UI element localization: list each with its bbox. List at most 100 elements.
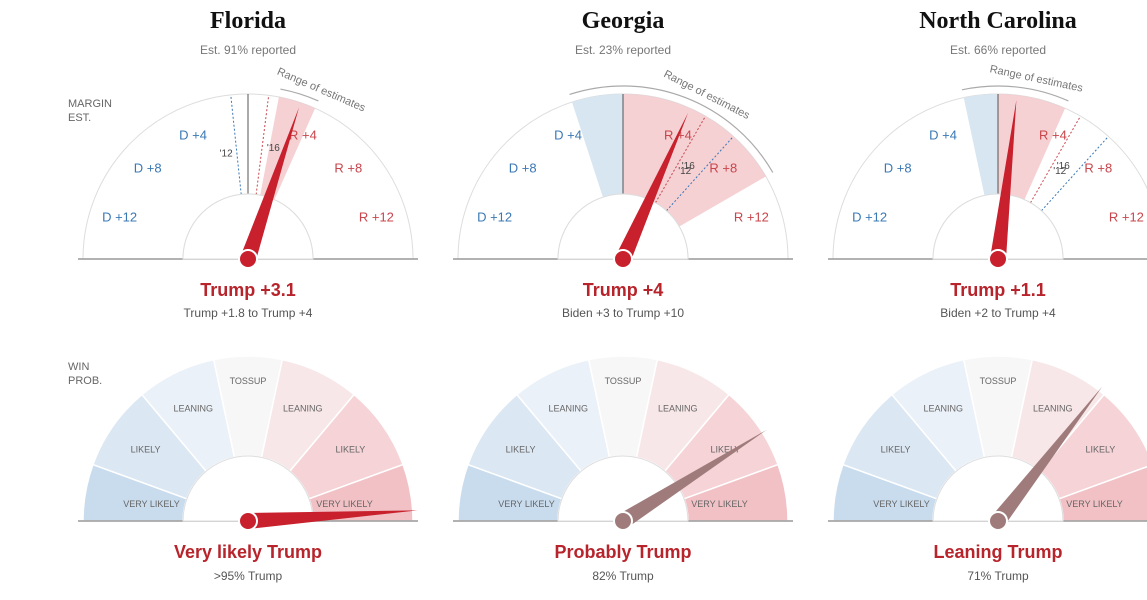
tick-label: D +12: [102, 209, 137, 224]
band-label: LEANING: [548, 404, 588, 414]
band-label: VERY LIKELY: [873, 499, 930, 509]
probability-detail: 71% Trump: [967, 569, 1029, 583]
inner-cap: [557, 193, 689, 260]
band-label: LEANING: [658, 404, 698, 414]
win-probability-gauge: VERY LIKELY LIKELY LEANING TOSSUP LEANING LIK…: [78, 355, 418, 531]
gauge-needle: [618, 429, 767, 528]
gauge-needle: [240, 107, 300, 262]
inner-cap: [182, 455, 314, 522]
probability-detail: >95% Trump: [213, 569, 283, 583]
tick-label: R +12: [1109, 209, 1144, 224]
history-label: '16: [682, 161, 695, 172]
margin-range: Trump +1.8 to Trump +4: [183, 306, 313, 320]
tick-label: R +4: [1039, 128, 1067, 143]
history-line: [255, 95, 270, 195]
band-label: LEANING: [923, 404, 963, 414]
tick-label: R +8: [709, 161, 737, 176]
band-label: VERY LIKELY: [123, 499, 180, 509]
tick-label: R +12: [734, 209, 769, 224]
band-label: VERY LIKELY: [498, 499, 555, 509]
state-panel-florida[interactable]: Florida Est. 91% reported Range of estim…: [78, 0, 418, 600]
margin-headline: Trump +4: [582, 280, 664, 300]
tick-label: D +4: [179, 128, 207, 143]
margin-headline: Trump +3.1: [200, 280, 296, 300]
band-label: LIKELY: [710, 444, 740, 454]
win-probability-gauge: VERY LIKELY LIKELY LEANING TOSSUP LEANING LIK…: [453, 355, 793, 531]
needle-hub: [613, 511, 633, 531]
probability-headline: Leaning Trump: [933, 542, 1063, 562]
band-label: LIKELY: [881, 444, 911, 454]
band-label: VERY LIKELY: [316, 499, 373, 509]
range-band-dem: [963, 94, 998, 196]
probability-detail: 82% Trump: [592, 569, 654, 583]
band-label: TOSSUP: [605, 376, 642, 386]
margin-label-line2: EST.: [68, 112, 92, 124]
history-line: [655, 115, 706, 203]
range-band-rep: [623, 94, 766, 227]
tick-label: D +8: [884, 161, 912, 176]
band-label: VERY LIKELY: [691, 499, 748, 509]
state-panel-georgia[interactable]: Georgia Est. 23% reported Range of estim…: [453, 0, 793, 600]
range-band-dem: [572, 94, 623, 198]
band-label: TOSSUP: [980, 376, 1017, 386]
margin-gauge: Range of estimates'12'16D +12D +8D +4 R +…: [828, 63, 1147, 269]
history-label: '16: [1057, 161, 1070, 172]
reported-status: Est. 23% reported: [574, 43, 672, 57]
win-label-line1: WIN: [68, 361, 90, 373]
tick-label: R +4: [289, 128, 317, 143]
tick-label: D +8: [509, 161, 537, 176]
state-panel-north-carolina[interactable]: North Carolina Est. 66% reported Range o…: [828, 0, 1147, 600]
tick-label: D +4: [929, 128, 957, 143]
needle-hub: [988, 511, 1008, 531]
history-label: '16: [267, 143, 280, 154]
state-title: Georgia: [581, 8, 665, 34]
tick-label: D +4: [554, 128, 582, 143]
range-arc: [280, 88, 319, 102]
band-label: LIKELY: [506, 444, 536, 454]
win-prob-label: WIN PROB.: [68, 360, 102, 388]
history-line: [666, 136, 734, 212]
band-label: LEANING: [283, 404, 323, 414]
reported-status: Est. 91% reported: [199, 43, 297, 57]
tick-label: R +8: [334, 161, 362, 176]
band-label: VERY LIKELY: [1066, 499, 1123, 509]
state-title: Florida: [210, 8, 286, 34]
probability-headline: Very likely Trump: [173, 542, 323, 562]
needle-hub: [238, 249, 258, 269]
margin-range: Biden +3 to Trump +10: [561, 306, 685, 320]
win-probability-gauge: VERY LIKELY LIKELY LEANING TOSSUP LEANING LIK…: [828, 355, 1147, 531]
tick-label: R +8: [1084, 161, 1112, 176]
range-arc: [961, 85, 1069, 102]
tick-label: D +12: [852, 209, 887, 224]
needle-hub: [613, 249, 633, 269]
margin-gauge: Range of estimates'12'16D +12D +8D +4 R +…: [453, 68, 793, 269]
needle-hub: [988, 249, 1008, 269]
reported-status: Est. 66% reported: [949, 43, 1047, 57]
band-label: LIKELY: [1085, 444, 1115, 454]
history-line: [1030, 115, 1081, 203]
inner-cap: [182, 193, 314, 260]
needle-hub: [238, 511, 258, 531]
band-label: LEANING: [1033, 404, 1073, 414]
margin-range: Biden +2 to Trump +4: [940, 306, 1056, 320]
tick-label: R +12: [359, 209, 394, 224]
probability-headline: Probably Trump: [554, 542, 692, 562]
gauge-needle: [615, 112, 689, 263]
win-label-line2: PROB.: [68, 375, 103, 387]
history-label: '12: [678, 166, 691, 177]
history-label: '12: [220, 148, 233, 159]
band-label: TOSSUP: [230, 376, 267, 386]
history-label: '12: [1053, 166, 1066, 177]
gauge-needle: [990, 100, 1017, 260]
margin-gauge: Range of estimates'12'16D +12D +8D +4 R +…: [78, 66, 418, 269]
band-label: LEANING: [173, 404, 213, 414]
gauge-needle: [991, 386, 1103, 526]
tick-label: D +8: [134, 161, 162, 176]
range-arc: [569, 85, 774, 173]
tick-label: D +12: [477, 209, 512, 224]
margin-label-line1: MARGIN: [68, 98, 112, 110]
band-label: LIKELY: [131, 444, 161, 454]
margin-headline: Trump +1.1: [950, 280, 1046, 300]
band-label: LIKELY: [335, 444, 365, 454]
